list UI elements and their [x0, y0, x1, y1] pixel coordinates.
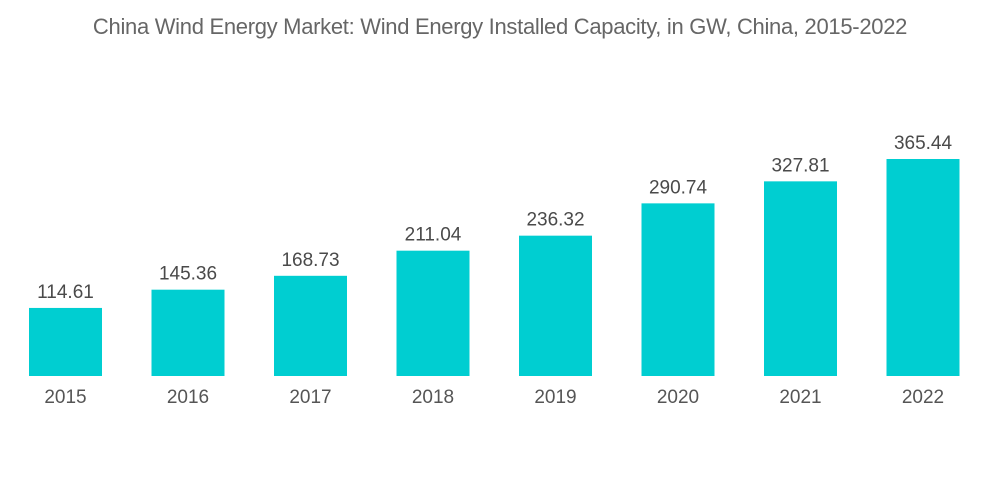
bar-2019: [519, 235, 592, 376]
data-label: 114.61: [37, 282, 94, 303]
x-tick-label: 2015: [44, 387, 86, 408]
bar-2015: [29, 307, 102, 376]
data-label: 211.04: [405, 225, 462, 246]
bar-2016: [151, 289, 225, 376]
data-label: 327.81: [771, 155, 829, 176]
bar-2017: [274, 275, 347, 376]
bar-2022: [886, 159, 960, 376]
bar-2018: [396, 250, 470, 376]
data-label: 290.74: [649, 177, 708, 198]
x-tick-label: 2016: [167, 387, 209, 408]
data-label: 236.32: [526, 210, 584, 231]
x-tick-label: 2021: [779, 387, 821, 408]
x-tick-label: 2017: [289, 387, 331, 408]
x-tick-label: 2018: [412, 387, 454, 408]
bar-2021: [764, 181, 837, 376]
x-tick-label: 2020: [657, 387, 699, 408]
bar-2020: [641, 203, 715, 376]
data-label: 145.36: [159, 264, 217, 285]
x-tick-label: 2022: [902, 387, 944, 408]
chart-title: China Wind Energy Market: Wind Energy In…: [92, 14, 908, 39]
data-label: 168.73: [281, 250, 339, 271]
x-tick-label: 2019: [534, 387, 576, 408]
data-label: 365.44: [894, 133, 953, 154]
